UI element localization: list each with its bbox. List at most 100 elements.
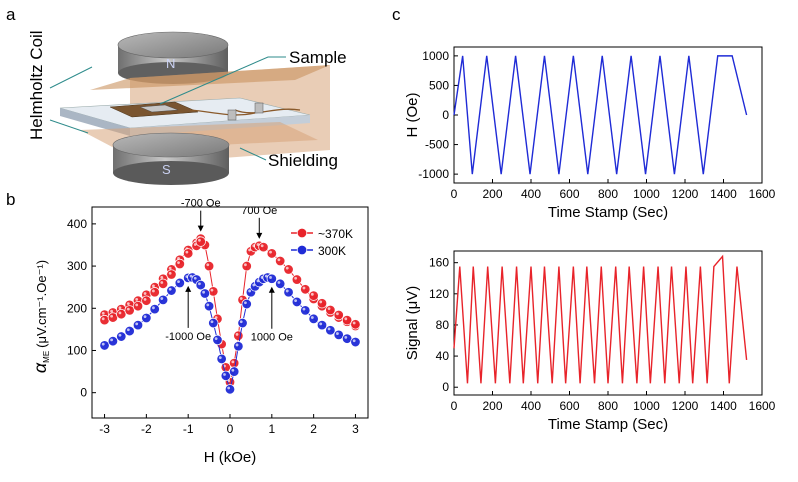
south-magnet: S — [112, 132, 230, 185]
point-highlight — [126, 307, 130, 311]
point-highlight — [118, 306, 122, 310]
legend-label: ~370K — [318, 227, 353, 241]
shielding-label: Shielding — [268, 151, 338, 170]
data-point — [237, 317, 248, 329]
data-point — [350, 319, 361, 330]
x-tick-label: -3 — [99, 422, 110, 436]
data-point — [283, 287, 294, 298]
data-point — [325, 325, 336, 336]
x-tick-label: 600 — [559, 399, 579, 413]
point-highlight — [260, 244, 264, 248]
point-highlight — [118, 333, 122, 337]
chart-b: -3 -2 -1 0 1 2 3 0 100 200 300 400 H (kOe) αME (μV.cm⁻… — [30, 198, 369, 466]
data-point — [166, 285, 177, 296]
point-highlight — [231, 368, 235, 372]
y-axis-subscript: ME — [42, 351, 51, 363]
point-highlight — [294, 299, 298, 303]
point-highlight — [101, 342, 105, 346]
data-point — [233, 341, 244, 352]
x-tick-label: 1000 — [633, 187, 660, 201]
point-highlight — [110, 309, 114, 313]
data-point — [266, 248, 278, 259]
x-axis-title: Time Stamp (Sec) — [548, 416, 668, 433]
y-tick-label: 300 — [67, 259, 87, 273]
point-highlight — [231, 360, 235, 364]
point-highlight — [218, 356, 222, 360]
point-highlight — [143, 297, 147, 301]
data-point — [195, 279, 206, 291]
y-tick-label: 160 — [429, 256, 449, 270]
data-point — [107, 335, 119, 347]
data-point — [291, 296, 303, 308]
data-point — [233, 330, 244, 341]
point-highlight — [101, 311, 105, 315]
series-line — [453, 55, 748, 175]
y-tick-label: 400 — [67, 217, 87, 231]
point-highlight — [214, 337, 218, 341]
point-highlight — [227, 386, 231, 390]
data-point — [291, 274, 303, 285]
x-tick-label: -1 — [183, 422, 194, 436]
point-highlight — [110, 314, 114, 318]
point-highlight — [302, 307, 306, 311]
point-highlight — [168, 287, 172, 291]
data-point — [174, 258, 186, 270]
x-tick-label: 1000 — [633, 399, 660, 413]
legend-marker — [296, 244, 308, 256]
data-point — [132, 319, 144, 331]
data-point — [141, 312, 152, 324]
point-highlight — [248, 248, 252, 252]
data-point — [316, 298, 328, 309]
point-highlight — [135, 297, 139, 301]
y-tick-label: 500 — [429, 78, 449, 92]
data-point — [199, 288, 211, 299]
point-highlight — [327, 307, 331, 311]
x-tick-label: 400 — [521, 399, 541, 413]
x-tick-label: 0 — [451, 399, 458, 413]
y-tick-label: 1000 — [422, 49, 449, 63]
point-highlight — [110, 338, 114, 342]
y-axis-title: H (Oe) — [404, 92, 421, 137]
x-tick-label: 200 — [482, 187, 502, 201]
data-point — [283, 264, 294, 275]
data-point — [350, 336, 361, 348]
point-highlight — [198, 238, 201, 242]
x-tick-label: 1 — [268, 422, 275, 436]
point-highlight — [135, 303, 139, 307]
data-point — [216, 353, 227, 365]
data-point — [341, 314, 353, 326]
point-highlight — [143, 315, 147, 319]
point-highlight — [214, 316, 218, 319]
panel-a-illustration: a N S — [6, 5, 347, 185]
south-label: S — [162, 162, 171, 177]
point-highlight — [252, 283, 256, 287]
point-highlight — [319, 300, 323, 304]
y-axis-units: (μV.cm⁻¹.Oe⁻¹) — [34, 260, 49, 348]
data-point — [124, 325, 135, 337]
data-point — [316, 319, 328, 331]
point-highlight — [302, 286, 306, 290]
data-point — [182, 248, 194, 259]
point-highlight — [285, 289, 289, 293]
x-tick-label: 800 — [598, 187, 618, 201]
legend-marker — [296, 227, 308, 239]
point-highlight — [160, 281, 164, 284]
data-point — [241, 260, 252, 272]
data-point — [116, 308, 127, 320]
data-point — [333, 329, 344, 341]
x-tick-label: -2 — [141, 422, 152, 436]
point-highlight — [327, 327, 331, 331]
point-highlight — [126, 302, 130, 306]
point-highlight — [223, 373, 226, 376]
panel-c-label: c — [392, 5, 401, 24]
y-axis-title: αME (μV.cm⁻¹.Oe⁻¹) — [30, 260, 51, 373]
point-highlight — [143, 292, 147, 295]
point-highlight — [277, 281, 281, 284]
y-tick-label: 100 — [67, 343, 87, 357]
point-highlight — [206, 303, 210, 307]
data-point — [308, 313, 319, 325]
point-highlight — [126, 328, 130, 332]
data-point — [157, 278, 169, 290]
x-tick-label: 1400 — [710, 399, 737, 413]
x-tick-label: 1400 — [710, 187, 737, 201]
